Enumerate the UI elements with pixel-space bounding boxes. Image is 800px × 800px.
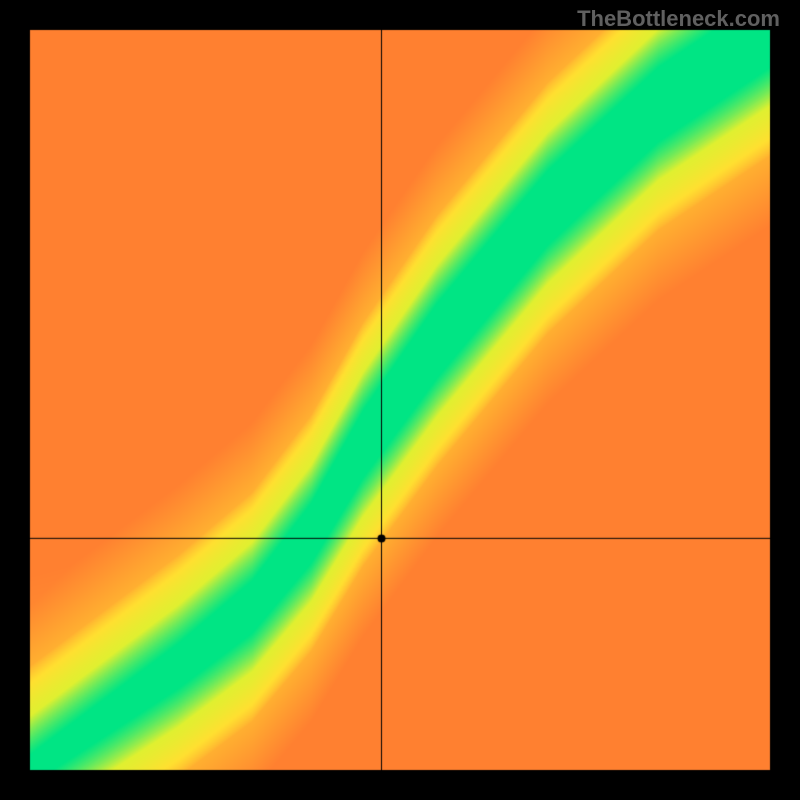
watermark-text: TheBottleneck.com (577, 6, 780, 32)
chart-container: TheBottleneck.com (0, 0, 800, 800)
bottleneck-heatmap (0, 0, 800, 800)
